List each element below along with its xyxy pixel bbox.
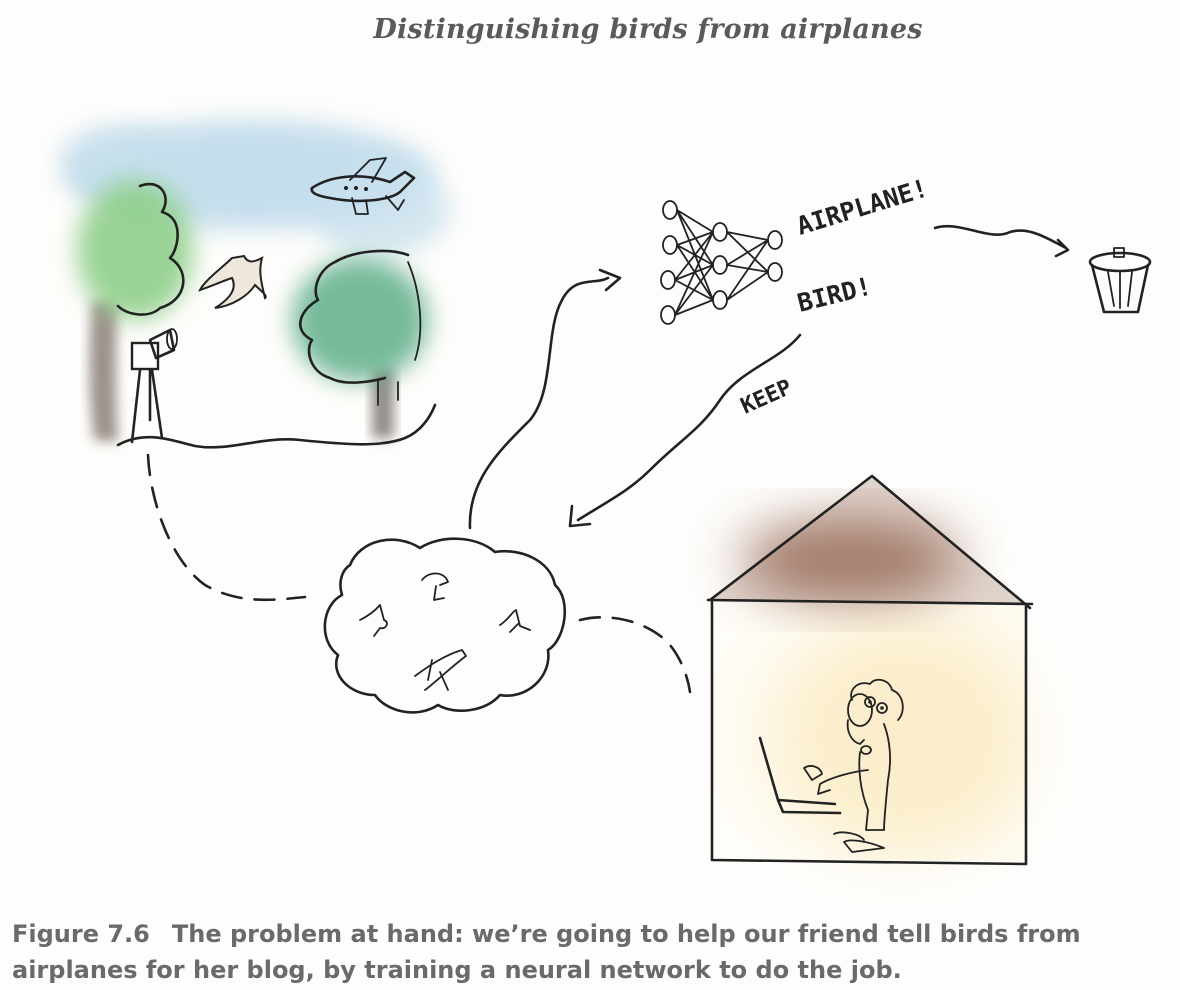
flying-bird	[198, 254, 267, 309]
dashed-path-cloud-to-house	[578, 616, 692, 694]
person-with-laptop	[758, 678, 904, 853]
ground-line	[116, 403, 437, 449]
caption-number: Figure 7.6	[12, 920, 150, 948]
arrow-to-trash	[933, 225, 1070, 258]
airplane-sketch	[310, 157, 416, 215]
figure-caption: Figure 7.6 The problem at hand: we’re goi…	[12, 916, 1172, 988]
trash-can-icon	[1088, 247, 1152, 314]
dashed-path-camera-to-cloud	[146, 453, 307, 602]
label-airplane: AIRPLANE!	[793, 173, 931, 240]
caption-text: The problem at hand: we’re going to help…	[12, 920, 1081, 984]
tree-right	[292, 249, 428, 438]
outdoor-scene	[60, 120, 450, 602]
arrow-cloud-to-network	[468, 268, 622, 530]
tree-left	[77, 180, 193, 442]
camera-on-tripod	[130, 328, 178, 444]
neural-network	[660, 200, 783, 325]
arrow-keep-to-cloud	[568, 333, 802, 528]
house	[706, 474, 1034, 866]
figure-title: Distinguishing birds from airplanes	[373, 14, 923, 45]
label-keep: KEEP	[737, 375, 796, 419]
label-bird: BIRD!	[794, 271, 874, 317]
photo-cloud	[323, 537, 567, 714]
